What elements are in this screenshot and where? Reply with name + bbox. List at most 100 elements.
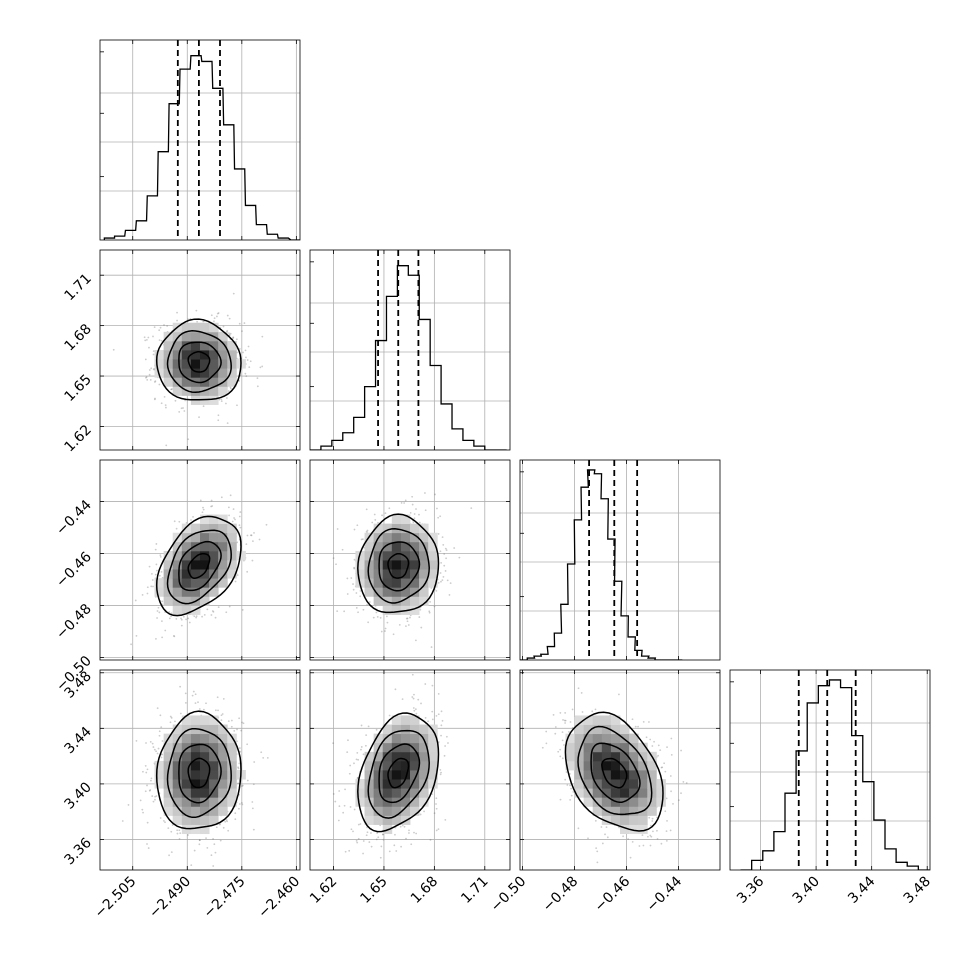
scatter-point — [581, 711, 584, 713]
density-cell — [172, 605, 183, 615]
scatter-point — [220, 400, 223, 403]
histogram-panel-3 — [729, 669, 931, 871]
scatter-point — [153, 326, 156, 329]
scatter-point — [663, 762, 666, 765]
scatter-point — [431, 684, 434, 687]
scatter-point — [470, 507, 473, 510]
density-cell — [574, 715, 585, 725]
scatter-point — [406, 617, 409, 620]
scatter-point — [220, 496, 223, 499]
density-cell — [209, 715, 219, 725]
density-cell — [583, 751, 594, 762]
density-cell — [410, 751, 420, 762]
density-cell — [200, 560, 210, 570]
x-tick-label: −2.460 — [255, 874, 303, 922]
scatter-point — [360, 724, 363, 727]
scatter-point — [130, 643, 133, 646]
contour-line — [378, 541, 421, 592]
density-cell — [218, 523, 228, 534]
density-cell — [592, 770, 603, 780]
scatter-point — [258, 538, 261, 541]
density-cell — [181, 587, 192, 597]
scatter-point — [371, 521, 374, 524]
scatter-point — [418, 616, 421, 618]
scatter-point — [445, 735, 448, 738]
scatter-point — [213, 843, 216, 846]
scatter-point — [238, 807, 240, 810]
density-cell — [583, 760, 594, 771]
density-cell — [209, 340, 219, 351]
density-cell — [163, 797, 174, 807]
scatter-point — [201, 615, 203, 618]
scatter-point — [206, 846, 209, 849]
panel-frame — [99, 459, 301, 661]
density-cell — [181, 724, 192, 735]
scatter-point — [152, 585, 154, 588]
scatter-point — [227, 506, 230, 509]
density-cell — [227, 350, 237, 360]
scatter-point — [187, 617, 190, 620]
scatter-point — [157, 747, 160, 750]
density-cell — [190, 322, 201, 333]
scatter-point — [234, 518, 236, 521]
scatter-point — [197, 701, 199, 704]
density-cell — [638, 770, 648, 780]
density-cell — [209, 550, 219, 561]
density-cell — [382, 760, 393, 771]
scatter-point — [388, 850, 391, 853]
scatter-point — [384, 627, 387, 630]
scatter-point — [409, 511, 412, 514]
scatter-point — [366, 603, 368, 606]
scatter-point — [199, 499, 202, 502]
density-cell — [391, 760, 402, 771]
scatter-point — [384, 630, 386, 632]
scatter-point — [183, 410, 186, 412]
scatter-point — [232, 292, 235, 295]
contour-line — [590, 742, 641, 804]
density-cell — [227, 523, 237, 534]
density-cell — [410, 523, 420, 534]
scatter-point — [405, 625, 407, 628]
density-cell — [172, 788, 183, 798]
scatter-point — [350, 828, 353, 831]
scatter-point — [220, 719, 223, 722]
scatter-point — [348, 772, 351, 775]
density-cell — [373, 779, 384, 789]
scatter-point — [380, 630, 383, 633]
scatter-point — [217, 709, 219, 712]
density-cell — [419, 560, 429, 570]
density-cell — [181, 350, 192, 360]
scatter-point — [246, 359, 249, 361]
density-cell — [163, 578, 174, 588]
contour-line — [601, 757, 628, 789]
density-cell — [629, 806, 639, 816]
scatter-point — [185, 522, 188, 524]
scatter-point — [156, 617, 158, 619]
scatter-point — [355, 606, 358, 609]
scatter-point — [359, 589, 362, 592]
scatter-point — [629, 856, 632, 859]
contour-line — [178, 743, 222, 804]
scatter-point — [562, 719, 564, 721]
scatter-point — [424, 492, 426, 494]
scatter-point — [134, 599, 137, 602]
contour-line — [357, 712, 440, 833]
scatter-point — [379, 616, 382, 619]
scatter-point — [154, 381, 156, 383]
density-cell — [382, 523, 393, 534]
scatter-point — [367, 621, 370, 624]
scatter-point — [424, 717, 427, 719]
density-cell — [373, 578, 384, 588]
scatter-point — [155, 750, 157, 753]
scatter-point — [201, 511, 204, 514]
scatter-point — [215, 826, 218, 829]
density-cell — [373, 569, 384, 579]
density-cell — [565, 742, 575, 753]
scatter-point — [377, 521, 379, 524]
scatter-point — [437, 713, 440, 716]
scatter-point — [356, 524, 359, 527]
density-cell — [163, 788, 174, 798]
scatter-point — [164, 404, 167, 407]
scatter-point — [567, 730, 570, 733]
